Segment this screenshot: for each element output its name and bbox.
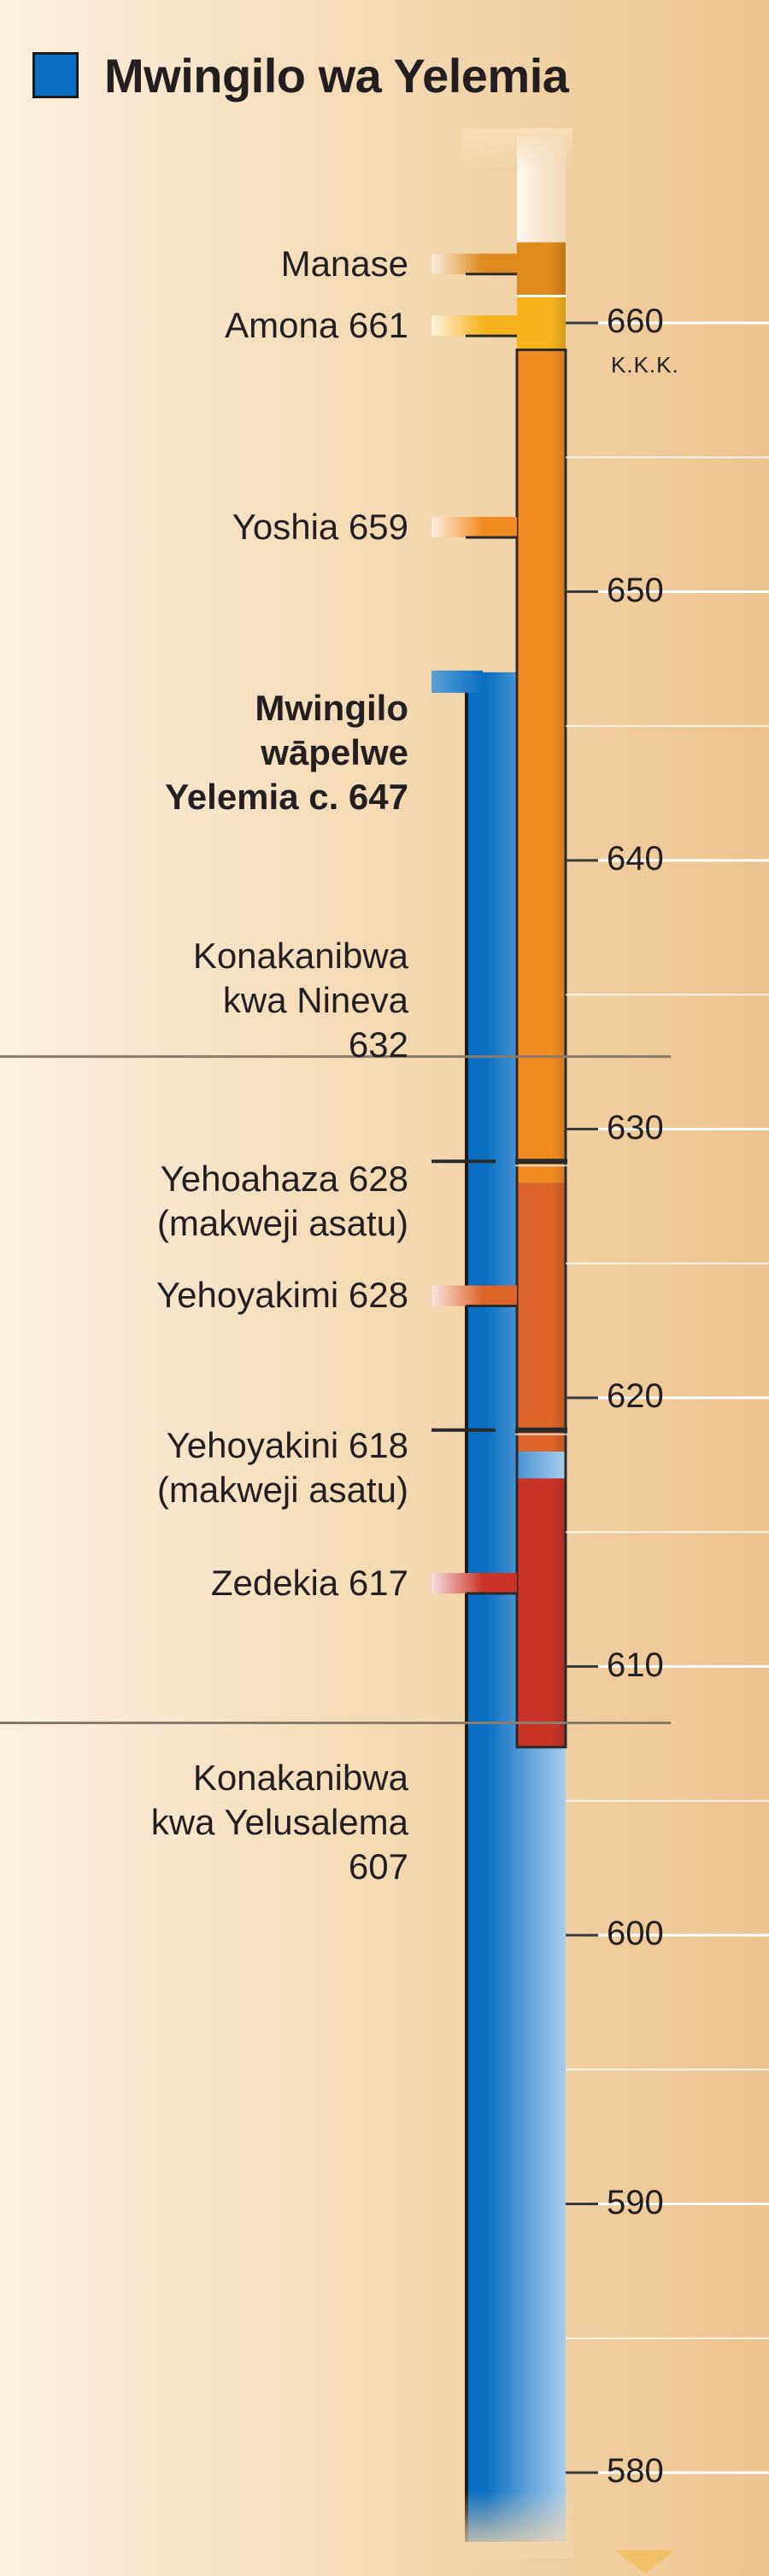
event-label: Mwingilo wāpelwe Yelemia c. 647 bbox=[165, 688, 408, 818]
tick-label: 580 bbox=[607, 2452, 664, 2490]
reign-frame bbox=[515, 348, 567, 1749]
event-label: Yehoyakimi 628 bbox=[156, 1275, 408, 1316]
event-label: Amona 661 bbox=[225, 305, 408, 346]
tick-label: 630 bbox=[607, 1108, 664, 1147]
legend-title: Mwingilo wa Yelemia bbox=[104, 48, 569, 103]
event-label: Yehoyakini 618 (makweji asatu) bbox=[156, 1424, 408, 1510]
legend: Mwingilo wa Yelemia bbox=[32, 41, 569, 109]
tick-label: 600 bbox=[607, 1915, 664, 1952]
tick-label: 640 bbox=[607, 840, 664, 877]
top-fade bbox=[461, 128, 572, 171]
event-stub-fade bbox=[431, 253, 483, 274]
reign-segment-shade bbox=[517, 296, 566, 350]
down-arrow-icon bbox=[615, 2550, 675, 2573]
event-stub-fade bbox=[431, 315, 483, 337]
reign-segment-shade bbox=[517, 349, 566, 1183]
event-stub-fade bbox=[431, 1573, 483, 1594]
event-label: Konakanibwa kwa Nineva 632 bbox=[192, 935, 408, 1065]
tick-label: 610 bbox=[607, 1646, 664, 1684]
bottom-fade bbox=[461, 2491, 572, 2559]
event-label: Yoshia 659 bbox=[232, 507, 408, 548]
tick-label: 620 bbox=[607, 1377, 664, 1415]
ministry-flag-shine bbox=[431, 670, 483, 693]
event-label: Yehoahaza 628 (makweji asatu) bbox=[156, 1159, 408, 1244]
event-label: Zedekia 617 bbox=[210, 1563, 408, 1603]
reign-segment-shade bbox=[517, 1478, 566, 1747]
tick-label: 650 bbox=[607, 571, 664, 609]
legend-swatch bbox=[32, 52, 79, 98]
reign-segment-shade bbox=[517, 242, 566, 296]
event-stub-fade bbox=[431, 1285, 483, 1306]
tick-label: 590 bbox=[607, 2183, 664, 2221]
event-label: Manase bbox=[280, 243, 408, 284]
event-stub-fade bbox=[431, 517, 483, 538]
reign-segment-shade bbox=[517, 1182, 566, 1452]
era-label: K.K.K. bbox=[611, 352, 679, 378]
tick-label: 660 bbox=[607, 302, 664, 340]
event-label: Konakanibwa kwa Yelusalema 607 bbox=[150, 1757, 408, 1887]
